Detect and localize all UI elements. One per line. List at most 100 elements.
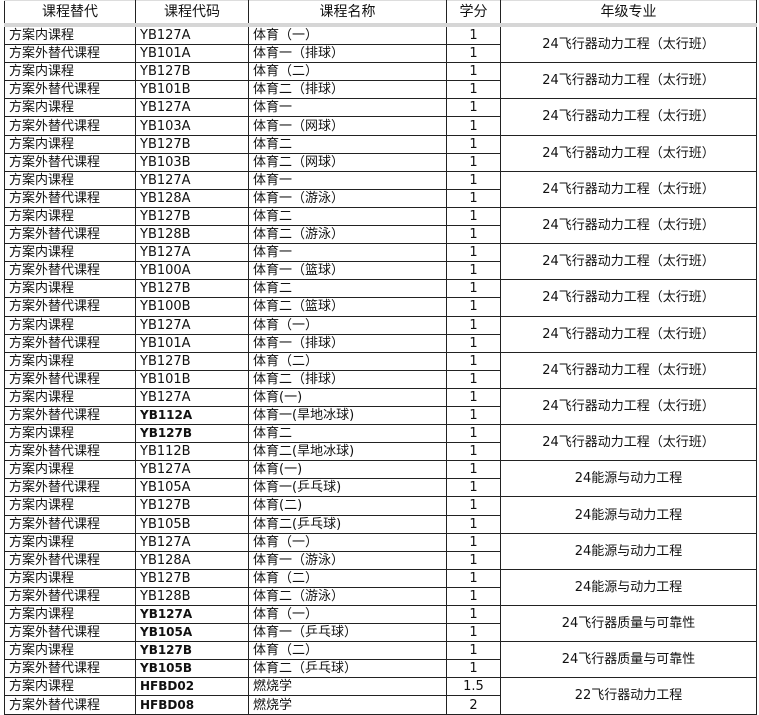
course-code-cell[interactable]: YB127A <box>135 24 249 46</box>
course-code-cell[interactable]: YB103A <box>135 116 249 136</box>
substitution-type-cell[interactable]: 方案内课程 <box>4 387 136 407</box>
course-name-cell[interactable]: 体育（二） <box>248 568 447 588</box>
course-code-cell[interactable]: YB128B <box>135 586 249 607</box>
course-name-cell[interactable]: 体育二 <box>248 279 447 299</box>
course-code-cell[interactable]: YB127B <box>135 279 249 299</box>
substitution-type-cell[interactable]: 方案内课程 <box>4 568 136 588</box>
credits-cell[interactable]: 1 <box>446 568 501 588</box>
course-name-cell[interactable]: 体育一（排球） <box>248 333 447 353</box>
substitution-type-cell[interactable]: 方案内课程 <box>4 170 136 190</box>
credits-cell[interactable]: 1 <box>446 80 501 100</box>
course-code-cell[interactable]: YB128B <box>135 225 249 245</box>
course-name-cell[interactable]: 体育一 <box>248 243 447 263</box>
credits-cell[interactable]: 1 <box>446 188 501 208</box>
course-code-cell[interactable]: YB105A <box>135 623 249 643</box>
course-name-cell[interactable]: 体育二（游泳） <box>248 586 447 607</box>
course-code-cell[interactable]: YB127B <box>135 568 249 588</box>
substitution-type-cell[interactable]: 方案外替代课程 <box>4 369 136 389</box>
credits-cell[interactable]: 1 <box>446 225 501 245</box>
course-name-cell[interactable]: 体育（二） <box>248 62 447 82</box>
grade-major-cell[interactable]: 24飞行器动力工程（太行班） <box>500 351 757 389</box>
substitution-type-cell[interactable]: 方案内课程 <box>4 424 136 444</box>
course-name-cell[interactable]: 体育二（篮球） <box>248 297 447 317</box>
course-name-cell[interactable]: 体育二（排球） <box>248 80 447 100</box>
substitution-type-cell[interactable]: 方案内课程 <box>4 604 136 625</box>
substitution-type-cell[interactable]: 方案内课程 <box>4 98 136 118</box>
credits-cell[interactable]: 1 <box>446 496 501 516</box>
course-code-cell[interactable]: YB127B <box>135 62 249 82</box>
course-name-cell[interactable]: 体育一（排球） <box>248 44 447 64</box>
substitution-type-cell[interactable]: 方案外替代课程 <box>4 514 136 534</box>
course-code-cell[interactable]: YB101A <box>135 44 249 64</box>
substitution-type-cell[interactable]: 方案内课程 <box>4 641 136 661</box>
course-code-cell[interactable]: YB127B <box>135 641 249 661</box>
grade-major-cell[interactable]: 24飞行器质量与可靠性 <box>500 604 757 643</box>
credits-cell[interactable]: 1 <box>446 206 501 227</box>
grade-major-cell[interactable]: 24能源与动力工程 <box>500 460 757 498</box>
course-code-cell[interactable]: YB127A <box>135 243 249 263</box>
grade-major-cell[interactable]: 24飞行器动力工程（太行班） <box>500 424 757 462</box>
course-name-cell[interactable]: 体育（一） <box>248 315 447 335</box>
header-grade-major[interactable]: 年级专业 <box>500 0 757 27</box>
course-code-cell[interactable]: YB127A <box>135 387 249 407</box>
course-code-cell[interactable]: YB127B <box>135 424 249 444</box>
credits-cell[interactable]: 1 <box>446 44 501 64</box>
credits-cell[interactable]: 1 <box>446 460 501 480</box>
course-name-cell[interactable]: 体育一（乒乓球） <box>248 623 447 643</box>
grade-major-cell[interactable]: 24飞行器动力工程（太行班） <box>500 134 757 172</box>
credits-cell[interactable]: 1 <box>446 424 501 444</box>
substitution-type-cell[interactable]: 方案内课程 <box>4 24 136 46</box>
credits-cell[interactable]: 1 <box>446 116 501 136</box>
substitution-type-cell[interactable]: 方案内课程 <box>4 62 136 82</box>
substitution-type-cell[interactable]: 方案外替代课程 <box>4 44 136 64</box>
substitution-type-cell[interactable]: 方案外替代课程 <box>4 478 136 498</box>
course-name-cell[interactable]: 体育一(旱地冰球) <box>248 405 447 426</box>
credits-cell[interactable]: 1 <box>446 98 501 118</box>
grade-major-cell[interactable]: 24飞行器动力工程（太行班） <box>500 170 757 208</box>
credits-cell[interactable]: 1 <box>446 623 501 643</box>
credits-cell[interactable]: 1 <box>446 369 501 389</box>
course-name-cell[interactable]: 体育（二） <box>248 351 447 371</box>
substitution-type-cell[interactable]: 方案内课程 <box>4 206 136 227</box>
course-code-cell[interactable]: YB127A <box>135 460 249 480</box>
grade-major-cell[interactable]: 24飞行器动力工程（太行班） <box>500 206 757 245</box>
substitution-type-cell[interactable]: 方案外替代课程 <box>4 623 136 643</box>
course-code-cell[interactable]: YB105B <box>135 514 249 534</box>
grade-major-cell[interactable]: 24飞行器动力工程（太行班） <box>500 387 757 426</box>
course-name-cell[interactable]: 体育（一） <box>248 532 447 552</box>
credits-cell[interactable]: 1 <box>446 170 501 190</box>
credits-cell[interactable]: 1 <box>446 550 501 570</box>
substitution-type-cell[interactable]: 方案外替代课程 <box>4 586 136 607</box>
course-code-cell[interactable]: YB127A <box>135 604 249 625</box>
substitution-type-cell[interactable]: 方案内课程 <box>4 532 136 552</box>
grade-major-cell[interactable]: 24飞行器动力工程（太行班） <box>500 243 757 281</box>
course-name-cell[interactable]: 体育（一） <box>248 604 447 625</box>
course-code-cell[interactable]: YB101B <box>135 369 249 389</box>
credits-cell[interactable]: 1.5 <box>446 677 501 697</box>
course-name-cell[interactable]: 体育(二) <box>248 496 447 516</box>
course-name-cell[interactable]: 体育（一） <box>248 24 447 46</box>
credits-cell[interactable]: 1 <box>446 24 501 46</box>
course-code-cell[interactable]: YB105A <box>135 478 249 498</box>
course-name-cell[interactable]: 体育二 <box>248 134 447 154</box>
credits-cell[interactable]: 1 <box>446 134 501 154</box>
substitution-type-cell[interactable]: 方案内课程 <box>4 279 136 299</box>
course-name-cell[interactable]: 体育一 <box>248 170 447 190</box>
course-name-cell[interactable]: 燃烧学 <box>248 677 447 697</box>
credits-cell[interactable]: 1 <box>446 152 501 172</box>
course-name-cell[interactable]: 体育(一) <box>248 460 447 480</box>
substitution-type-cell[interactable]: 方案外替代课程 <box>4 297 136 317</box>
course-code-cell[interactable]: YB105B <box>135 659 249 679</box>
grade-major-cell[interactable]: 24能源与动力工程 <box>500 496 757 534</box>
substitution-type-cell[interactable]: 方案外替代课程 <box>4 116 136 136</box>
course-name-cell[interactable]: 体育一（篮球） <box>248 261 447 281</box>
credits-cell[interactable]: 2 <box>446 695 501 715</box>
grade-major-cell[interactable]: 24飞行器动力工程（太行班） <box>500 62 757 100</box>
course-code-cell[interactable]: YB128A <box>135 188 249 208</box>
grade-major-cell[interactable]: 24飞行器动力工程（太行班） <box>500 98 757 136</box>
course-name-cell[interactable]: 体育一（游泳） <box>248 550 447 570</box>
course-name-cell[interactable]: 体育一（网球） <box>248 116 447 136</box>
credits-cell[interactable]: 1 <box>446 261 501 281</box>
credits-cell[interactable]: 1 <box>446 641 501 661</box>
substitution-type-cell[interactable]: 方案内课程 <box>4 315 136 335</box>
